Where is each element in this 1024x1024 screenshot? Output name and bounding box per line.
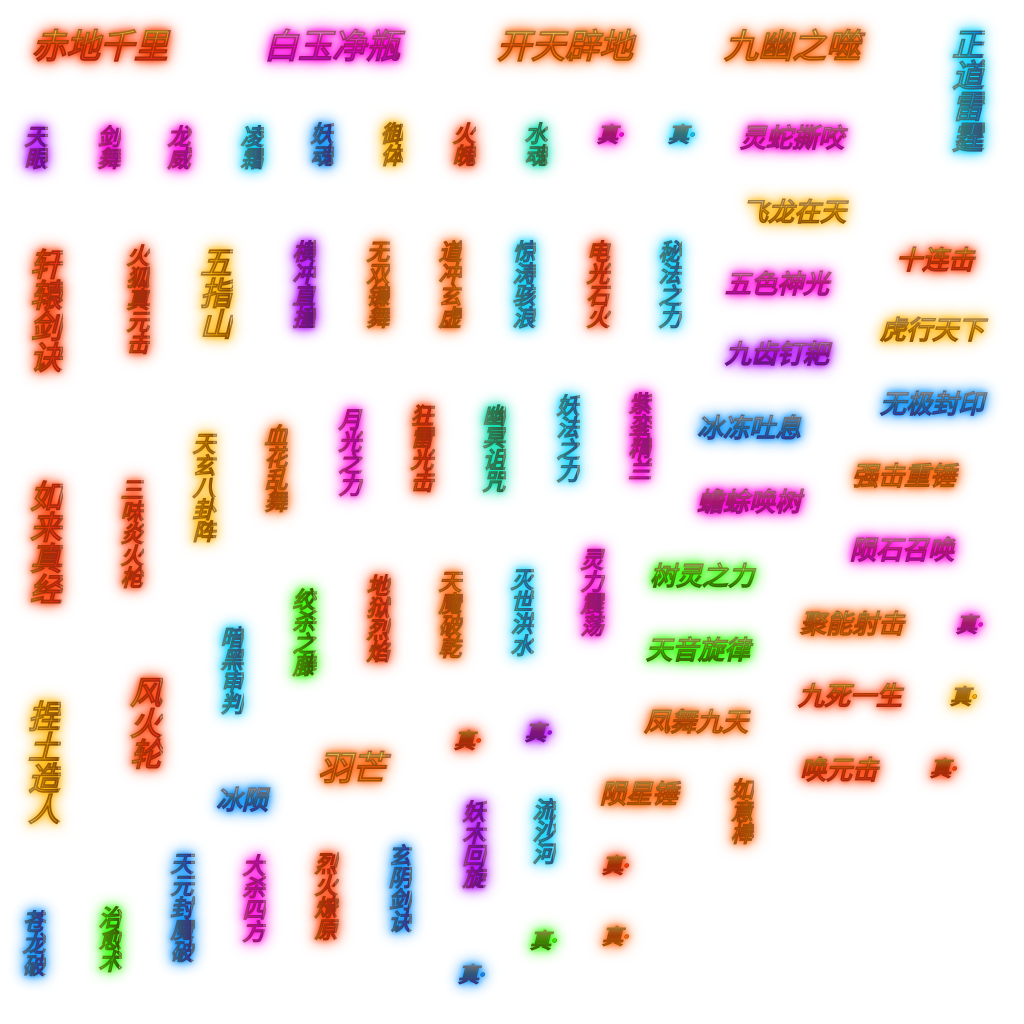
skill-label-chanchuhuanshu: 蟾蜍唤树 — [697, 488, 802, 518]
skill-label-chidiqianli: 赤地千里 — [32, 27, 169, 67]
skill-label-zhen-h: 真· — [602, 853, 631, 878]
skill-label-yaomuhuixuan: 妖木回旋 — [458, 800, 486, 889]
skill-label-mifazhili: 秘法之力 — [654, 240, 682, 329]
skill-label-qiangjizhongchui: 强击重锤 — [852, 462, 957, 492]
skill-label-shulingzhili: 树灵之力 — [650, 562, 755, 592]
skill-label-tianyuanfengmopo: 天元封魔破 — [166, 852, 194, 963]
skill-label-fengwujiutian: 凤舞九天 — [644, 708, 749, 738]
skill-label-ruyibang: 如意棒 — [726, 778, 754, 845]
skill-label-fenghuolun: 风火轮 — [125, 676, 164, 770]
skill-label-zhen-a: 真· — [597, 122, 626, 147]
skill-label-zhiyushu: 治愈术 — [94, 906, 122, 973]
skill-label-jiusiyisheng: 九死一生 — [798, 682, 903, 712]
skill-label-yaofazhili: 妖法之力 — [552, 394, 580, 483]
skill-label-tianyan: 天眼 — [20, 125, 48, 170]
skill-label-youmingzuzhou: 幽冥诅咒 — [478, 404, 506, 493]
skill-label-wujifengyin: 无极封印 — [880, 390, 985, 420]
skill-label-baiyujingping: 白玉净瓶 — [264, 27, 401, 67]
skill-label-shuihun: 水魂 — [520, 122, 548, 167]
skill-label-longwei: 龙威 — [163, 125, 191, 170]
skill-label-diyulieyan: 地狱烈焰 — [362, 574, 390, 663]
skill-label-jingtaohailang: 惊涛骇浪 — [508, 240, 536, 329]
skill-label-linglizhendang: 灵力震荡 — [576, 548, 604, 637]
skill-label-wuzhishan: 五指山 — [195, 246, 234, 340]
skill-label-huohuzhenyuanji: 火狐真元击 — [122, 244, 150, 355]
skill-label-bingyun: 冰陨 — [216, 786, 269, 816]
skill-label-wuseshenguang: 五色神光 — [725, 270, 830, 300]
skill-label-yaohun: 妖魂 — [306, 122, 334, 167]
skill-label-mieshihongshui: 灭世洪水 — [506, 568, 534, 657]
skill-label-zhengdaoleiting: 正道雷霆 — [947, 28, 986, 153]
skill-label-zhen-i: 真· — [458, 962, 487, 987]
skill-label-sanweiyanhuoqiang: 三味炎火枪 — [116, 478, 144, 589]
skill-label-lingshesiyao: 灵蛇撕咬 — [740, 124, 845, 154]
skill-label-dianguangshihuo: 电光石火 — [582, 240, 610, 329]
skill-label-zhen-j: 真· — [530, 928, 559, 953]
skill-label-kaitianpidi: 开天辟地 — [497, 27, 634, 67]
skill-label-tianyinxuanlv: 天音旋律 — [646, 636, 751, 666]
skill-label-rulaizhenjing: 如来真经 — [25, 480, 64, 605]
skill-label-lingshuang: 凌霜 — [236, 125, 264, 170]
skill-label-zhen-g: 真· — [930, 756, 959, 781]
skill-label-tianxuanbaguazhen: 天玄八卦阵 — [188, 432, 216, 543]
skill-label-yunshizhaohuan: 陨石召唤 — [850, 536, 955, 566]
skill-label-zhen-e: 真· — [454, 728, 483, 753]
skill-label-feilongzaitian: 飞龙在天 — [742, 198, 847, 228]
skill-label-ziluanjinglan: 紫銮精兰 — [624, 392, 652, 481]
skill-label-zhen-d: 真· — [950, 684, 979, 709]
skill-label-wushuanglianwu: 无双镰舞 — [362, 240, 390, 329]
skill-label-xuanyinjianjue: 玄阴剑诀 — [384, 844, 412, 933]
skill-label-tianmopoqian: 天魔破乾 — [434, 570, 462, 659]
skill-label-yueguangzhili: 月光之力 — [334, 408, 362, 497]
skill-label-kuangleiguangji: 狂雷光击 — [406, 404, 434, 493]
skill-label-juxuesheji: 聚能射击 — [800, 610, 905, 640]
skill-label-anheishenpan: 暗黑审判 — [216, 626, 244, 715]
skill-label-huanyuanji: 唤元击 — [800, 756, 879, 786]
skill-label-daochongxuanxu: 道冲玄虚 — [434, 240, 462, 329]
skill-label-shilianji: 十连击 — [896, 246, 975, 276]
skill-label-jiuyouzhishi: 九幽之噬 — [724, 27, 861, 67]
skill-label-zhen-f: 真· — [525, 720, 554, 745]
skill-label-zhen-b: 真· — [668, 122, 697, 147]
skill-label-bingdongtuxi: 冰冻吐息 — [697, 414, 802, 444]
skill-label-yumang: 羽芒 — [318, 749, 387, 789]
skill-label-jiaoshazhiteng: 绞杀之藤 — [288, 588, 316, 677]
skill-label-hengchongzhizhuang: 横冲直撞 — [288, 240, 316, 329]
skill-label-jiuchidingpa: 九齿钉耙 — [725, 340, 830, 370]
skill-label-liushahe: 流沙河 — [528, 798, 556, 865]
skill-label-zhen-c: 真· — [956, 612, 985, 637]
skill-label-xuanyuanjianjue: 轩辕剑诀 — [25, 248, 64, 373]
skill-label-huxingtianxia: 虎行天下 — [880, 316, 985, 346]
skill-label-liehuoliaoyuan: 烈火燎原 — [310, 852, 338, 941]
skill-label-xuehualuanwu: 血花乱舞 — [260, 424, 288, 513]
skill-label-dashasifang: 大杀四方 — [238, 854, 266, 943]
skill-label-huopo: 火魄 — [448, 122, 476, 167]
skill-label-canglongpo: 苍龙破 — [18, 910, 46, 977]
skill-label-yuti: 御体 — [376, 122, 404, 167]
skill-label-jianwu: 剑舞 — [93, 125, 121, 170]
skill-label-zhen-k: 真· — [602, 924, 631, 949]
skill-label-yunxingchui: 陨星锤 — [600, 780, 679, 810]
skill-label-niantuzaoren: 捏土造人 — [23, 700, 62, 825]
